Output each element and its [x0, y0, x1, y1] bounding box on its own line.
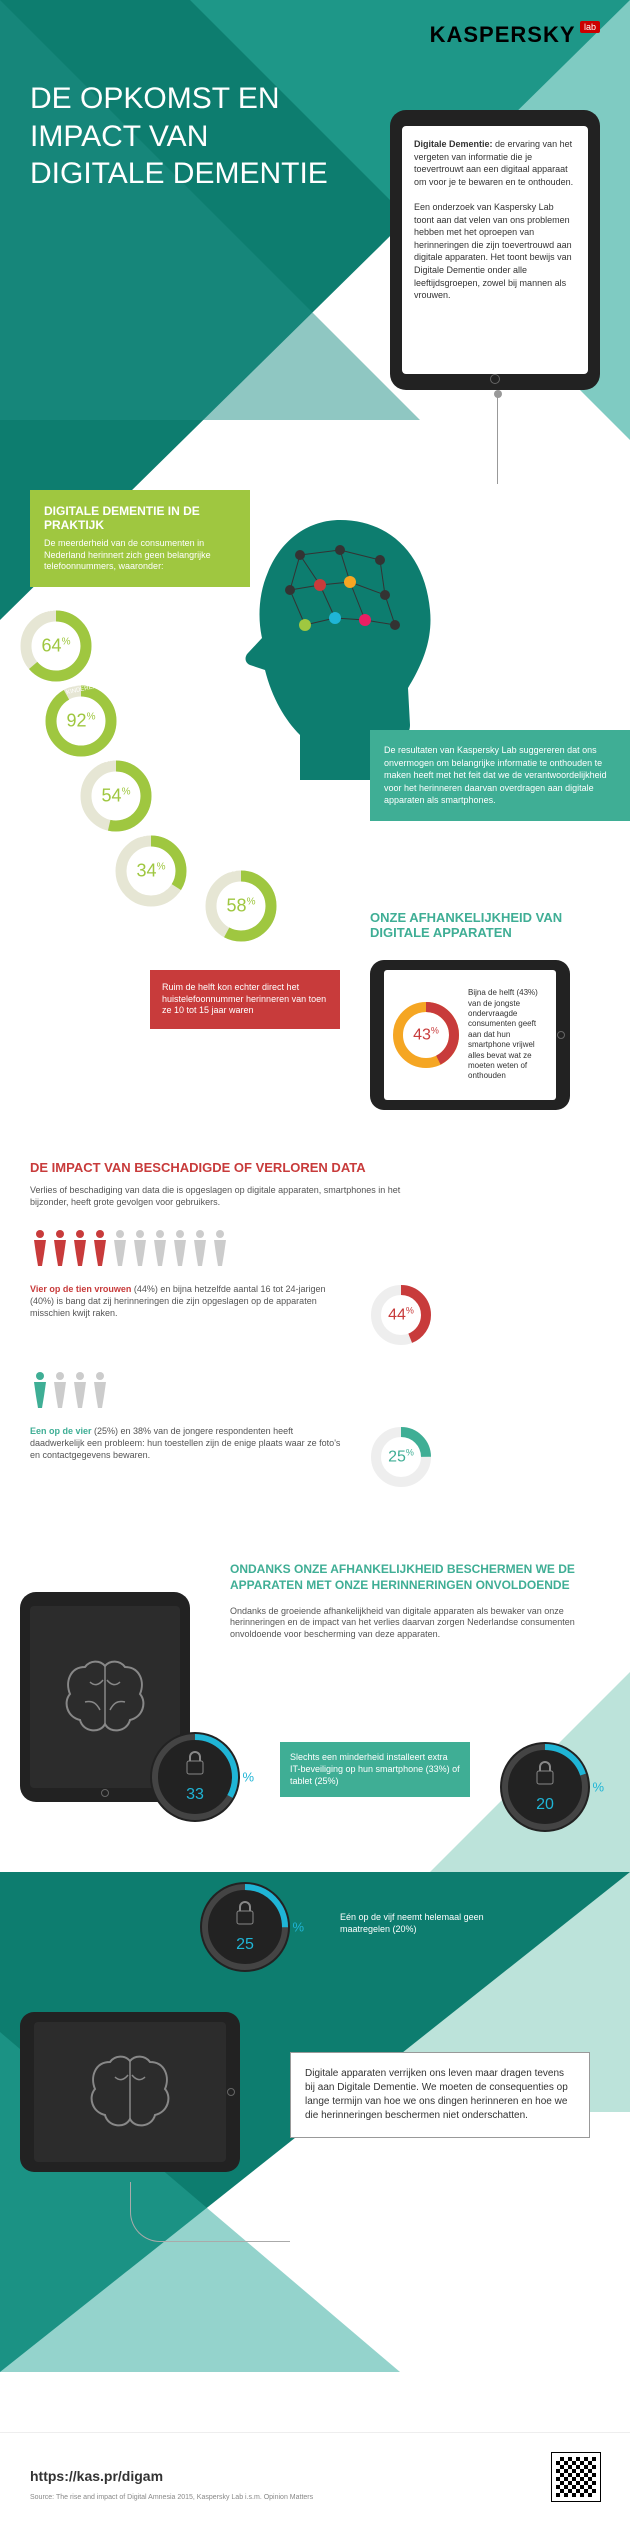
- pct-circle-schools: SCHOLEN VAN HUN KINDEREN 92%: [45, 685, 117, 757]
- lock-icon: [182, 1750, 208, 1776]
- donut-44: 44%: [370, 1284, 432, 1346]
- home-button-icon: [490, 374, 500, 384]
- home-button-icon: [227, 2088, 235, 2096]
- green-results-box: De resultaten van Kaspersky Lab suggerer…: [370, 730, 630, 821]
- info-33: Slechts een minderheid installeert extra…: [280, 1742, 470, 1797]
- footer-source: Source: The rise and impact of Digital A…: [30, 2494, 313, 2501]
- brain-icon: [55, 1652, 155, 1742]
- home-button-icon: [101, 1789, 109, 1797]
- connector-line: [497, 394, 498, 484]
- lock-donut-20: 20 %: [500, 1742, 590, 1832]
- praktijk-sub: De meerderheid van de consumenten in Ned…: [44, 538, 236, 573]
- donut-25: 25%: [370, 1426, 432, 1488]
- dependency-heading-wrap: ONZE AFHANKELIJKHEID VAN DIGITALE APPARA…: [370, 910, 600, 940]
- kaspersky-logo: KASPERSKY lab: [430, 22, 600, 48]
- intro-p2: Een onderzoek van Kaspersky Lab toont aa…: [414, 201, 576, 302]
- lock-donut-25: 25 %: [200, 1882, 290, 1972]
- footer: https://kas.pr/digam Source: The rise an…: [0, 2432, 630, 2521]
- people-row-1: [30, 1228, 600, 1268]
- logo-brand: KASPERSKY: [430, 22, 576, 47]
- pct-circle-parents: HUN OUDERLIJK HUIS 58%: [205, 870, 277, 942]
- dependency-tablet: 43% Bijna de helft (43%) van de jongste …: [370, 960, 570, 1110]
- conclusion-box: Digitale apparaten verrijken ons leven m…: [290, 2052, 590, 2138]
- info-20: Eén op de vijf neemt helemaal geen maatr…: [330, 1902, 520, 1945]
- praktijk-label: DIGITALE DEMENTIE IN DE PRAKTIJK De meer…: [30, 490, 250, 587]
- connector-line: [130, 2182, 290, 2242]
- infographic-root: KASPERSKY lab DE OPKOMST EN IMPACT VAN D…: [0, 0, 630, 2521]
- footer-url: https://kas.pr/digam: [30, 2468, 313, 2484]
- pct-circle-partner: HUN PARTNER 34%: [115, 835, 187, 907]
- impact-sub: Verlies of beschadiging van data die is …: [30, 1185, 410, 1208]
- impact-section: DE IMPACT VAN BESCHADIGDE OF VERLOREN DA…: [0, 1120, 630, 1532]
- device-brain-2: [20, 2012, 240, 2172]
- impact-heading: DE IMPACT VAN BESCHADIGDE OF VERLOREN DA…: [30, 1160, 600, 1175]
- bg-triangle-3: [0, 0, 420, 420]
- intro-bold: Digitale Dementie:: [414, 139, 493, 149]
- protection-heading: ONDANKS ONZE AFHANKELIJKHEID BESCHERMEN …: [230, 1562, 600, 1593]
- stat-block-2: Een op de vier (25%) en 38% van de jonge…: [30, 1426, 600, 1488]
- main-title: DE OPKOMST EN IMPACT VAN DIGITALE DEMENT…: [30, 80, 350, 193]
- dependency-tablet-screen: 43% Bijna de helft (43%) van de jongste …: [384, 970, 556, 1100]
- dependency-text: Bijna de helft (43%) van de jongste onde…: [468, 988, 548, 1082]
- stat-block-1: Vier op de tien vrouwen (44%) en bijna h…: [30, 1284, 600, 1346]
- qr-code: [552, 2453, 600, 2501]
- lock-donut-33: 33 %: [150, 1732, 240, 1822]
- pct-circle-work: HUN WERK 54%: [80, 760, 152, 832]
- people-row-2: [30, 1370, 600, 1410]
- praktijk-heading: DIGITALE DEMENTIE IN DE PRAKTIJK: [44, 504, 236, 532]
- protection-sub: Ondanks de groeiende afhankelijkheid van…: [230, 1606, 590, 1641]
- home-button-icon: [557, 1031, 565, 1039]
- lock-icon: [532, 1760, 558, 1786]
- person-icons: [34, 1230, 226, 1266]
- connector-dot: [494, 390, 502, 398]
- protection-section: ONDANKS ONZE AFHANKELIJKHEID BESCHERMEN …: [0, 1532, 630, 2432]
- pct-circle-children: DIE VAN HUN KINDEREN 64%: [20, 610, 92, 682]
- red-box-memory: Ruim de helft kon echter direct het huis…: [150, 970, 340, 1029]
- brain-icon: [75, 2047, 185, 2137]
- logo-suffix: lab: [580, 21, 600, 33]
- donut-43: 43%: [392, 1001, 460, 1069]
- dependency-heading: ONZE AFHANKELIJKHEID VAN DIGITALE APPARA…: [370, 910, 600, 940]
- intro-tablet: Digitale Dementie: de ervaring van het v…: [390, 110, 600, 390]
- intro-tablet-screen: Digitale Dementie: de ervaring van het v…: [402, 126, 588, 374]
- brain-section: De resultaten van Kaspersky Lab suggerer…: [0, 620, 630, 1120]
- lock-icon: [232, 1900, 258, 1926]
